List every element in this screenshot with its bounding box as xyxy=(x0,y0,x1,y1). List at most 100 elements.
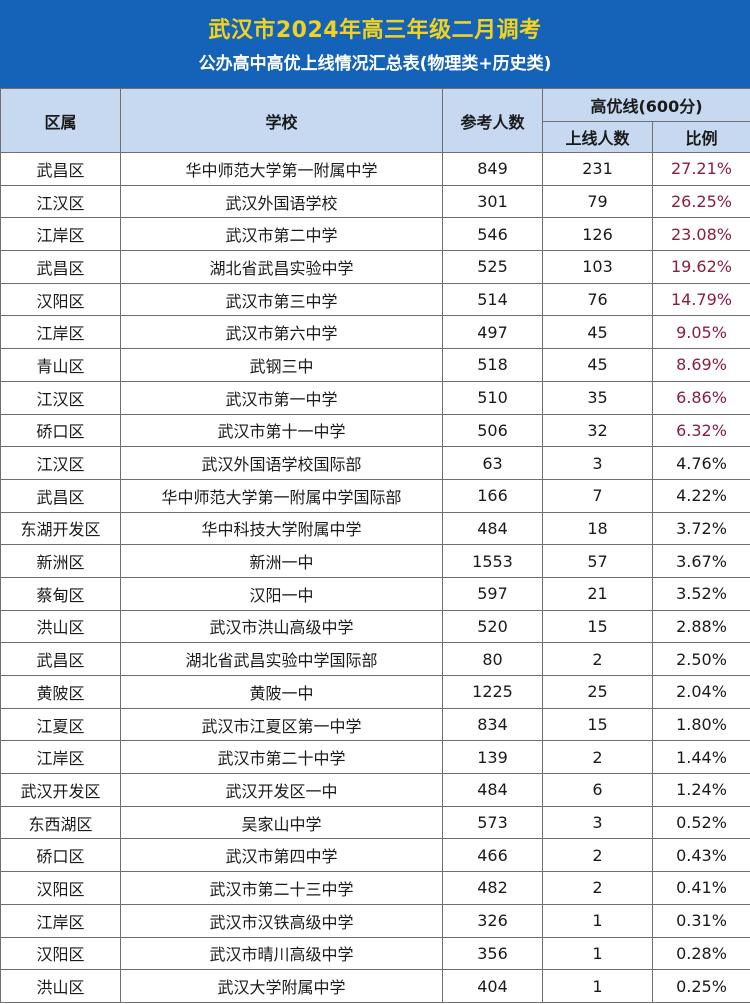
cell-school: 华中科技大学附属中学 xyxy=(120,511,443,546)
cell-school: 华中师范大学第一附属中学国际部 xyxy=(120,478,443,513)
column-header-high-line: 高优线(600分) xyxy=(542,88,750,122)
cell-district: 武昌区 xyxy=(0,250,121,284)
cell-district: 武昌区 xyxy=(0,642,121,676)
report-subtitle: 公办高中高优上线情况汇总表(物理类+历史类) xyxy=(198,54,552,74)
cell-exam-count: 63 xyxy=(442,446,543,480)
cell-exam-count: 356 xyxy=(442,936,543,971)
cell-ratio: 4.22% xyxy=(652,478,750,513)
cell-district: 武昌区 xyxy=(0,152,121,186)
cell-online-count: 1 xyxy=(542,936,653,971)
cell-ratio: 1.24% xyxy=(652,773,750,807)
column-header-online-count: 上线人数 xyxy=(542,121,653,153)
cell-ratio: 0.52% xyxy=(652,805,750,840)
cell-exam-count: 466 xyxy=(442,838,543,873)
cell-school: 武钢三中 xyxy=(120,348,443,382)
cell-school: 武汉市第二十中学 xyxy=(120,740,443,775)
cell-online-count: 76 xyxy=(542,282,653,317)
cell-district: 江汉区 xyxy=(0,446,121,480)
table-row: 武昌区 湖北省武昌实验中学 525 103 19.62% xyxy=(0,250,750,284)
cell-district: 东西湖区 xyxy=(0,805,121,840)
table-row: 硚口区 武汉市第十一中学 506 32 6.32% xyxy=(0,413,750,448)
table-row: 武昌区 华中师范大学第一附属中学国际部 166 7 4.22% xyxy=(0,478,750,513)
cell-ratio: 3.72% xyxy=(652,511,750,546)
cell-school: 武汉外国语学校国际部 xyxy=(120,446,443,480)
cell-ratio: 0.31% xyxy=(652,903,750,938)
cell-district: 蔡甸区 xyxy=(0,576,121,611)
table-row: 武昌区 华中师范大学第一附属中学 849 231 27.21% xyxy=(0,152,750,186)
cell-exam-count: 834 xyxy=(442,707,543,742)
table-row: 武汉开发区 武汉开发区一中 484 6 1.24% xyxy=(0,773,750,807)
cell-online-count: 6 xyxy=(542,773,653,807)
cell-district: 江岸区 xyxy=(0,217,121,252)
cell-exam-count: 497 xyxy=(442,315,543,350)
cell-district: 江汉区 xyxy=(0,184,121,219)
table-row: 青山区 武钢三中 518 45 8.69% xyxy=(0,348,750,382)
table-body: 武昌区 华中师范大学第一附属中学 849 231 27.21% 江汉区 武汉外国语学校 301… xyxy=(0,152,750,1003)
cell-ratio: 0.43% xyxy=(652,838,750,873)
table-row: 蔡甸区 汉阳一中 597 21 3.52% xyxy=(0,576,750,611)
cell-online-count: 3 xyxy=(542,446,653,480)
cell-online-count: 15 xyxy=(542,609,653,644)
report-title: 武汉市2024年高三年级二月调考 xyxy=(208,18,542,43)
cell-district: 硚口区 xyxy=(0,413,121,448)
cell-district: 武昌区 xyxy=(0,478,121,513)
cell-school: 武汉市洪山高级中学 xyxy=(120,609,443,644)
table-row: 硚口区 武汉市第四中学 466 2 0.43% xyxy=(0,838,750,873)
cell-online-count: 79 xyxy=(542,184,653,219)
cell-ratio: 0.28% xyxy=(652,936,750,971)
cell-online-count: 103 xyxy=(542,250,653,284)
table-row: 汉阳区 武汉市第二十三中学 482 2 0.41% xyxy=(0,871,750,905)
cell-online-count: 45 xyxy=(542,348,653,382)
table-row: 江岸区 武汉市第六中学 497 45 9.05% xyxy=(0,315,750,350)
cell-district: 江岸区 xyxy=(0,315,121,350)
cell-ratio: 3.52% xyxy=(652,576,750,611)
table-row: 江夏区 武汉市江夏区第一中学 834 15 1.80% xyxy=(0,707,750,742)
cell-ratio: 0.41% xyxy=(652,871,750,905)
cell-exam-count: 849 xyxy=(442,152,543,186)
cell-school: 武汉市第二中学 xyxy=(120,217,443,252)
cell-online-count: 25 xyxy=(542,675,653,709)
cell-ratio: 23.08% xyxy=(652,217,750,252)
cell-online-count: 231 xyxy=(542,152,653,186)
cell-online-count: 18 xyxy=(542,511,653,546)
cell-district: 江夏区 xyxy=(0,707,121,742)
cell-ratio: 6.32% xyxy=(652,413,750,448)
cell-online-count: 2 xyxy=(542,838,653,873)
cell-exam-count: 404 xyxy=(442,969,543,1003)
cell-school: 武汉市第十一中学 xyxy=(120,413,443,448)
cell-exam-count: 1553 xyxy=(442,544,543,578)
cell-exam-count: 166 xyxy=(442,478,543,513)
cell-online-count: 3 xyxy=(542,805,653,840)
cell-school: 黄陂一中 xyxy=(120,675,443,709)
cell-online-count: 1 xyxy=(542,903,653,938)
cell-online-count: 1 xyxy=(542,969,653,1003)
cell-online-count: 45 xyxy=(542,315,653,350)
cell-online-count: 57 xyxy=(542,544,653,578)
cell-ratio: 3.67% xyxy=(652,544,750,578)
cell-ratio: 14.79% xyxy=(652,282,750,317)
cell-school: 武汉市江夏区第一中学 xyxy=(120,707,443,742)
table-row: 江汉区 武汉市第一中学 510 35 6.86% xyxy=(0,380,750,415)
cell-school: 武汉市汉铁高级中学 xyxy=(120,903,443,938)
table-row: 江岸区 武汉市第二十中学 139 2 1.44% xyxy=(0,740,750,775)
cell-ratio: 26.25% xyxy=(652,184,750,219)
cell-school: 武汉市第六中学 xyxy=(120,315,443,350)
cell-ratio: 2.04% xyxy=(652,675,750,709)
cell-district: 武汉开发区 xyxy=(0,773,121,807)
cell-ratio: 2.88% xyxy=(652,609,750,644)
column-header-ratio: 比例 xyxy=(652,121,750,153)
cell-school: 湖北省武昌实验中学 xyxy=(120,250,443,284)
cell-ratio: 1.44% xyxy=(652,740,750,775)
cell-district: 江岸区 xyxy=(0,740,121,775)
cell-exam-count: 482 xyxy=(442,871,543,905)
table-row: 新洲区 新洲一中 1553 57 3.67% xyxy=(0,544,750,578)
table-row: 洪山区 武汉大学附属中学 404 1 0.25% xyxy=(0,969,750,1003)
cell-school: 武汉外国语学校 xyxy=(120,184,443,219)
cell-district: 青山区 xyxy=(0,348,121,382)
cell-school: 武汉市第二十三中学 xyxy=(120,871,443,905)
cell-school: 武汉大学附属中学 xyxy=(120,969,443,1003)
table-row: 东湖开发区 华中科技大学附属中学 484 18 3.72% xyxy=(0,511,750,546)
cell-school: 汉阳一中 xyxy=(120,576,443,611)
cell-online-count: 126 xyxy=(542,217,653,252)
cell-exam-count: 1225 xyxy=(442,675,543,709)
